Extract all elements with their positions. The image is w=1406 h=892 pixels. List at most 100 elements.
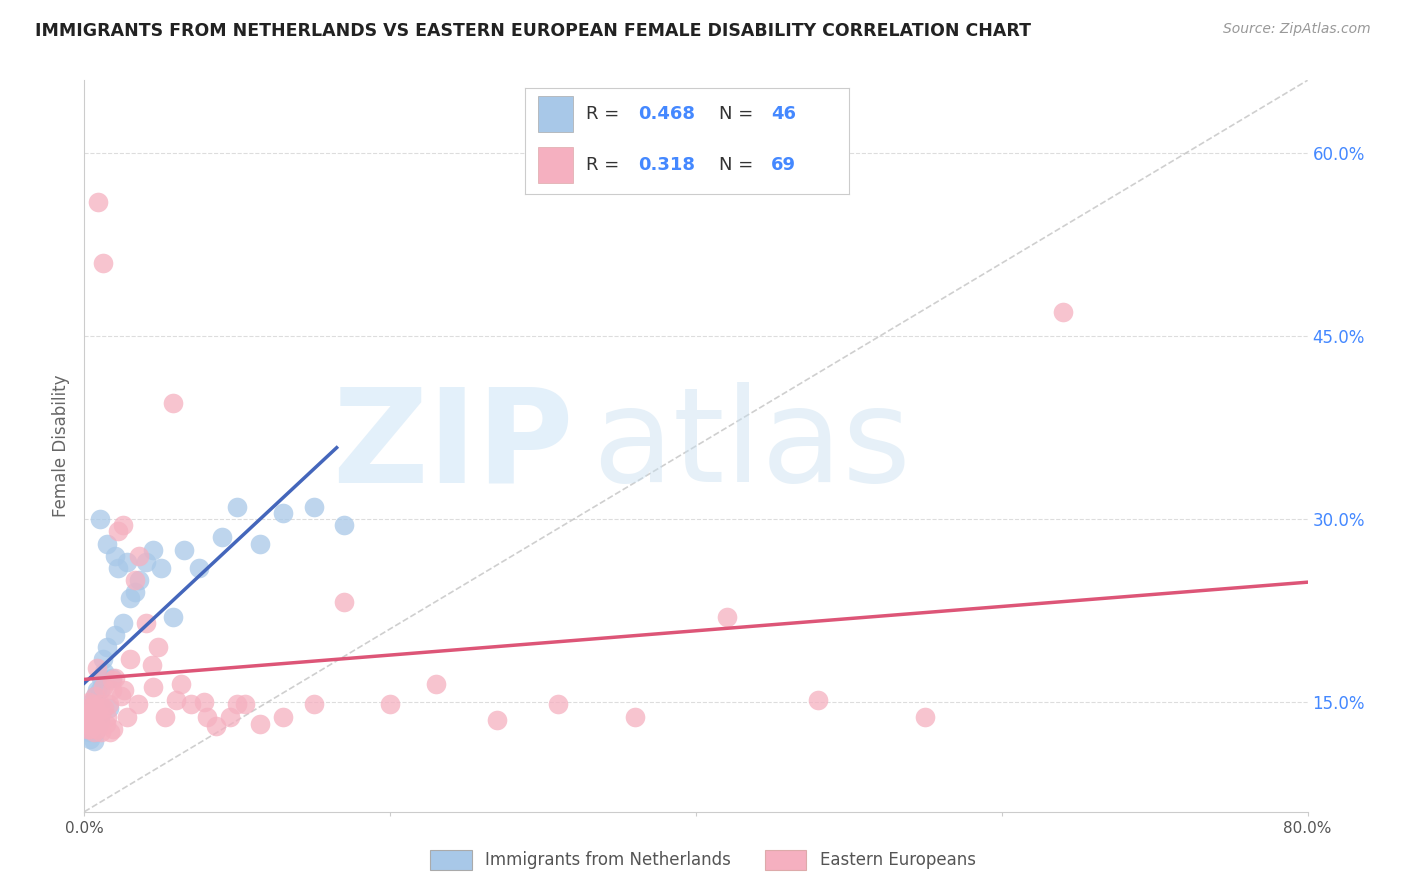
Point — [93, 701, 115, 715]
Point — [162, 396, 184, 410]
Point — [80, 695, 103, 709]
Point — [84, 689, 107, 703]
Point — [302, 698, 325, 712]
Y-axis label: Female Disability: Female Disability — [52, 375, 70, 517]
Point — [77, 695, 100, 709]
Point — [271, 709, 294, 723]
Point — [101, 671, 124, 685]
Point — [83, 705, 105, 719]
Point — [76, 719, 98, 733]
Point — [79, 722, 101, 736]
Point — [170, 677, 193, 691]
Point — [80, 722, 103, 736]
Point — [76, 707, 98, 722]
Text: IMMIGRANTS FROM NETHERLANDS VS EASTERN EUROPEAN FEMALE DISABILITY CORRELATION CH: IMMIGRANTS FROM NETHERLANDS VS EASTERN E… — [35, 22, 1031, 40]
Point — [233, 698, 256, 712]
Point — [807, 692, 830, 706]
Point — [80, 719, 103, 733]
Legend: Immigrants from Netherlands, Eastern Europeans: Immigrants from Netherlands, Eastern Eur… — [423, 843, 983, 877]
Point — [205, 719, 228, 733]
Point — [180, 698, 202, 712]
Point — [104, 549, 127, 563]
Point — [90, 725, 112, 739]
Point — [142, 542, 165, 557]
Point — [486, 714, 509, 728]
Point — [96, 536, 118, 550]
Point — [333, 518, 356, 533]
Point — [79, 714, 101, 728]
Point — [149, 561, 172, 575]
Point — [86, 705, 108, 719]
Point — [83, 734, 105, 748]
Point — [128, 573, 150, 587]
Point — [84, 717, 107, 731]
Point — [380, 698, 402, 712]
Point — [89, 714, 111, 728]
Point — [188, 561, 211, 575]
Point — [120, 591, 142, 606]
Point — [84, 689, 107, 703]
Point — [76, 722, 98, 736]
Point — [107, 524, 129, 539]
Point — [89, 682, 111, 697]
Point — [111, 615, 134, 630]
Point — [91, 652, 114, 666]
Point — [84, 725, 107, 739]
Text: Source: ZipAtlas.com: Source: ZipAtlas.com — [1223, 22, 1371, 37]
Point — [271, 506, 294, 520]
Point — [91, 256, 114, 270]
Point — [193, 695, 215, 709]
Point — [104, 671, 127, 685]
Point — [86, 661, 108, 675]
Point — [83, 725, 105, 739]
Text: atlas: atlas — [592, 383, 911, 509]
Point — [86, 722, 108, 736]
Point — [624, 709, 647, 723]
Point — [96, 709, 118, 723]
Point — [249, 536, 271, 550]
Point — [83, 698, 105, 712]
Point — [173, 542, 195, 557]
Point — [93, 665, 115, 679]
Point — [75, 714, 97, 728]
Point — [120, 652, 142, 666]
Point — [87, 719, 110, 733]
Point — [90, 671, 112, 685]
Point — [218, 709, 240, 723]
Point — [226, 698, 249, 712]
Point — [107, 561, 129, 575]
Point — [155, 709, 177, 723]
Point — [77, 709, 100, 723]
Point — [86, 698, 108, 712]
Point — [77, 701, 100, 715]
Point — [127, 698, 149, 712]
Point — [75, 717, 97, 731]
Point — [97, 701, 120, 715]
Point — [87, 195, 110, 210]
Point — [249, 717, 271, 731]
Point — [1052, 305, 1074, 319]
Point — [96, 640, 118, 655]
Point — [77, 725, 100, 739]
Point — [124, 585, 146, 599]
Point — [142, 681, 165, 695]
Point — [80, 705, 103, 719]
Point — [162, 609, 184, 624]
Point — [914, 709, 936, 723]
Point — [112, 682, 135, 697]
Point — [111, 518, 134, 533]
Point — [79, 731, 101, 746]
Point — [146, 640, 169, 655]
Point — [110, 689, 132, 703]
Point — [75, 707, 97, 722]
Point — [89, 709, 111, 723]
Point — [425, 677, 447, 691]
Point — [226, 500, 249, 514]
Point — [98, 725, 121, 739]
Point — [76, 701, 98, 715]
Point — [97, 698, 120, 712]
Point — [101, 682, 124, 697]
Point — [91, 681, 114, 695]
Point — [103, 722, 125, 736]
Point — [89, 698, 111, 712]
